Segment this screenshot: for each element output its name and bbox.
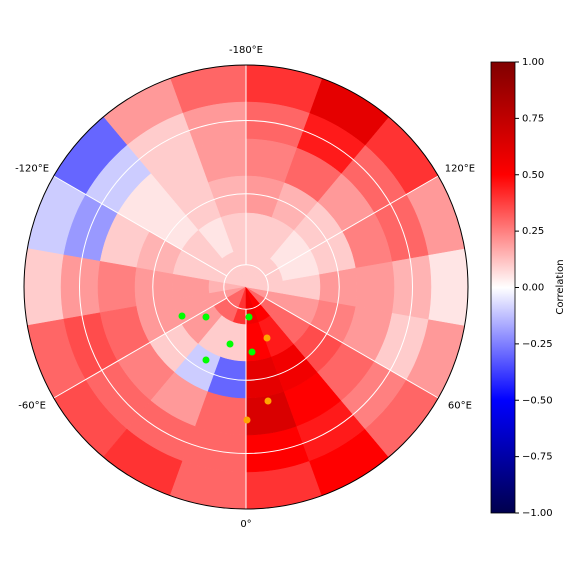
grid-cell [427, 248, 469, 326]
colorbar-tick-label: −0.50 [522, 395, 553, 406]
colorbar-tick-label: 1.00 [522, 57, 544, 68]
station-markers [178, 312, 272, 424]
grid-cell [23, 248, 65, 326]
longitude-label: 120°E [445, 164, 475, 175]
colorbar-tick-label: 0.75 [522, 113, 544, 124]
meridian [264, 297, 439, 399]
station [243, 416, 251, 424]
colorbar [490, 61, 516, 514]
grid-cell [355, 261, 395, 313]
map-boundary [23, 64, 469, 510]
station [264, 397, 272, 405]
colorbar-tick-label: −1.00 [522, 508, 553, 519]
longitude-label: 60°E [448, 401, 472, 412]
station [202, 356, 210, 364]
station [248, 348, 256, 356]
meridian [53, 297, 228, 399]
station [202, 313, 210, 321]
colorbar-tick-label: 0.50 [522, 170, 544, 181]
station [226, 340, 234, 348]
colorbar-tick-label: 0.00 [522, 283, 544, 294]
longitude-label: -180°E [229, 45, 263, 56]
station [263, 334, 271, 342]
longitude-label: -60°E [18, 401, 46, 412]
station [245, 313, 253, 321]
meridian [264, 175, 439, 277]
colorbar-tick-label: −0.75 [522, 452, 553, 463]
longitude-label: -120°E [15, 164, 49, 175]
meridian [53, 175, 228, 277]
grid-cell [97, 261, 137, 313]
longitude-label: 0° [240, 519, 251, 530]
colorbar-label: Correlation [555, 259, 566, 314]
station [178, 312, 186, 320]
colorbar-tick-label: 0.25 [522, 226, 544, 237]
colorbar-tick-label: −0.25 [522, 339, 553, 350]
